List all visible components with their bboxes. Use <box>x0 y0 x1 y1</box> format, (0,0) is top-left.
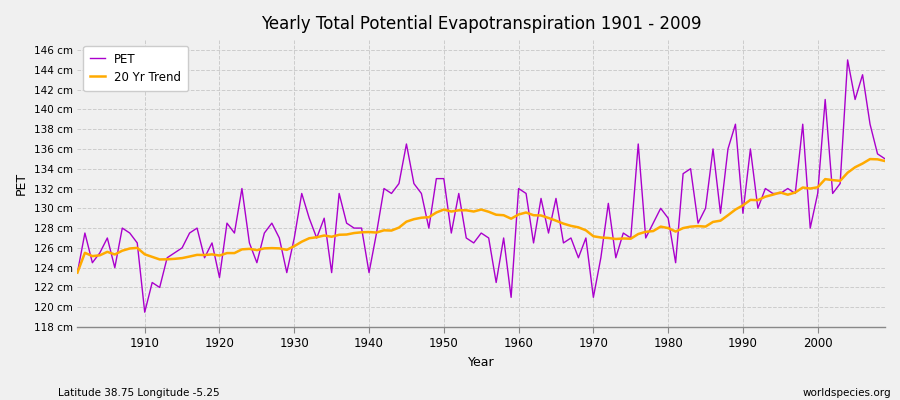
20 Yr Trend <box>341 232 352 237</box>
20 Yr Trend <box>131 246 142 250</box>
Text: Latitude 38.75 Longitude -5.25: Latitude 38.75 Longitude -5.25 <box>58 388 220 398</box>
PET <box>879 156 890 161</box>
20 Yr Trend <box>506 216 517 221</box>
PET <box>610 255 621 260</box>
PET <box>304 216 315 220</box>
20 Yr Trend <box>603 236 614 240</box>
Text: worldspecies.org: worldspecies.org <box>803 388 891 398</box>
20 Yr Trend <box>865 157 876 162</box>
PET <box>842 58 853 62</box>
Title: Yearly Total Potential Evapotranspiration 1901 - 2009: Yearly Total Potential Evapotranspiratio… <box>261 15 701 33</box>
PET <box>521 191 532 196</box>
PET <box>72 270 83 275</box>
20 Yr Trend <box>879 159 890 164</box>
PET <box>513 186 524 191</box>
Line: 20 Yr Trend: 20 Yr Trend <box>77 159 885 273</box>
Legend: PET, 20 Yr Trend: PET, 20 Yr Trend <box>84 46 188 91</box>
PET <box>348 226 359 230</box>
Y-axis label: PET: PET <box>15 172 28 195</box>
20 Yr Trend <box>513 212 524 217</box>
X-axis label: Year: Year <box>468 356 494 369</box>
20 Yr Trend <box>296 239 307 244</box>
20 Yr Trend <box>72 270 83 275</box>
PET <box>140 310 150 314</box>
Line: PET: PET <box>77 60 885 312</box>
PET <box>131 240 142 245</box>
